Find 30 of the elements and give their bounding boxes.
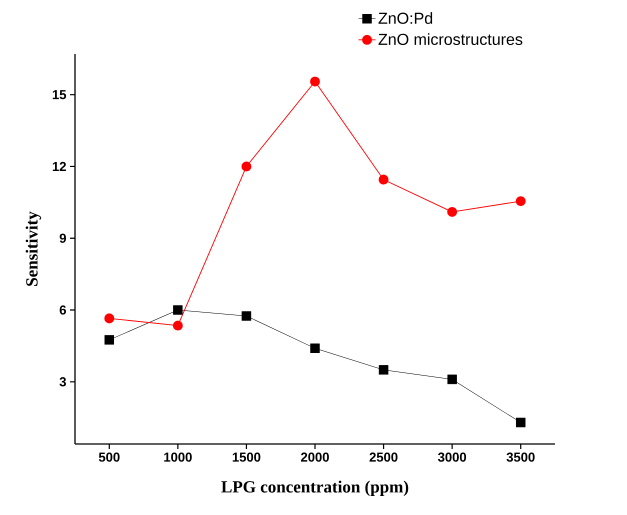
y-tick-label: 15 [52,90,66,100]
x-tick-label: 1000 [164,452,192,462]
point [310,76,320,86]
point [516,418,526,428]
x-tick-label: 2000 [300,452,329,462]
point [378,174,389,185]
x-tick-label: 3500 [506,452,535,462]
x-axis-title: LPG concentration (ppm) [221,480,408,496]
x-tick-label: 500 [98,452,120,462]
point [173,305,183,315]
point [242,311,252,321]
x-tick-label: 3000 [438,452,466,462]
point [447,374,457,384]
y-tick-label: 6 [60,305,66,315]
point [378,365,388,375]
point [172,320,183,331]
point [104,335,114,345]
y-tick-label: 9 [60,234,66,243]
legend-label: ZnO:Pd [378,12,432,24]
legend-label: ZnO microstructures [378,33,522,46]
point [241,162,252,172]
y-tick-label: 12 [52,162,66,171]
point [516,196,526,206]
y-tick-label: 3 [60,377,66,386]
point [447,206,458,217]
point [104,313,114,324]
point [310,344,320,354]
x-tick-label: 1500 [232,452,260,462]
y-axis-title: Sensitivity [26,211,42,286]
x-tick-label: 2500 [370,452,398,462]
